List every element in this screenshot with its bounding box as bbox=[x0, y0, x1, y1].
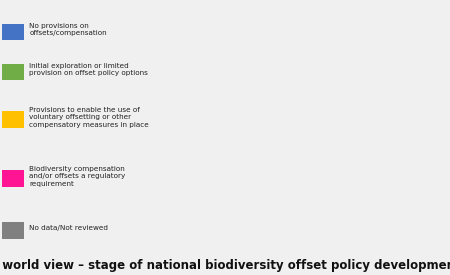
Text: Provisions to enable the use of
voluntary offsetting or other
compensatory measu: Provisions to enable the use of voluntar… bbox=[29, 106, 149, 128]
Text: Biodiversity compensation
and/or offsets a regulatory
requirement: Biodiversity compensation and/or offsets… bbox=[29, 166, 126, 187]
FancyBboxPatch shape bbox=[2, 111, 24, 128]
FancyBboxPatch shape bbox=[2, 64, 24, 80]
FancyBboxPatch shape bbox=[2, 222, 24, 239]
Text: Initial exploration or limited
provision on offset policy options: Initial exploration or limited provision… bbox=[29, 63, 148, 76]
Text: A world view – stage of national biodiversity offset policy development: A world view – stage of national biodive… bbox=[0, 259, 450, 272]
FancyBboxPatch shape bbox=[2, 170, 24, 187]
Text: No provisions on
offsets/compensation: No provisions on offsets/compensation bbox=[29, 23, 107, 36]
FancyBboxPatch shape bbox=[2, 24, 24, 40]
Text: No data/Not reviewed: No data/Not reviewed bbox=[29, 225, 108, 231]
